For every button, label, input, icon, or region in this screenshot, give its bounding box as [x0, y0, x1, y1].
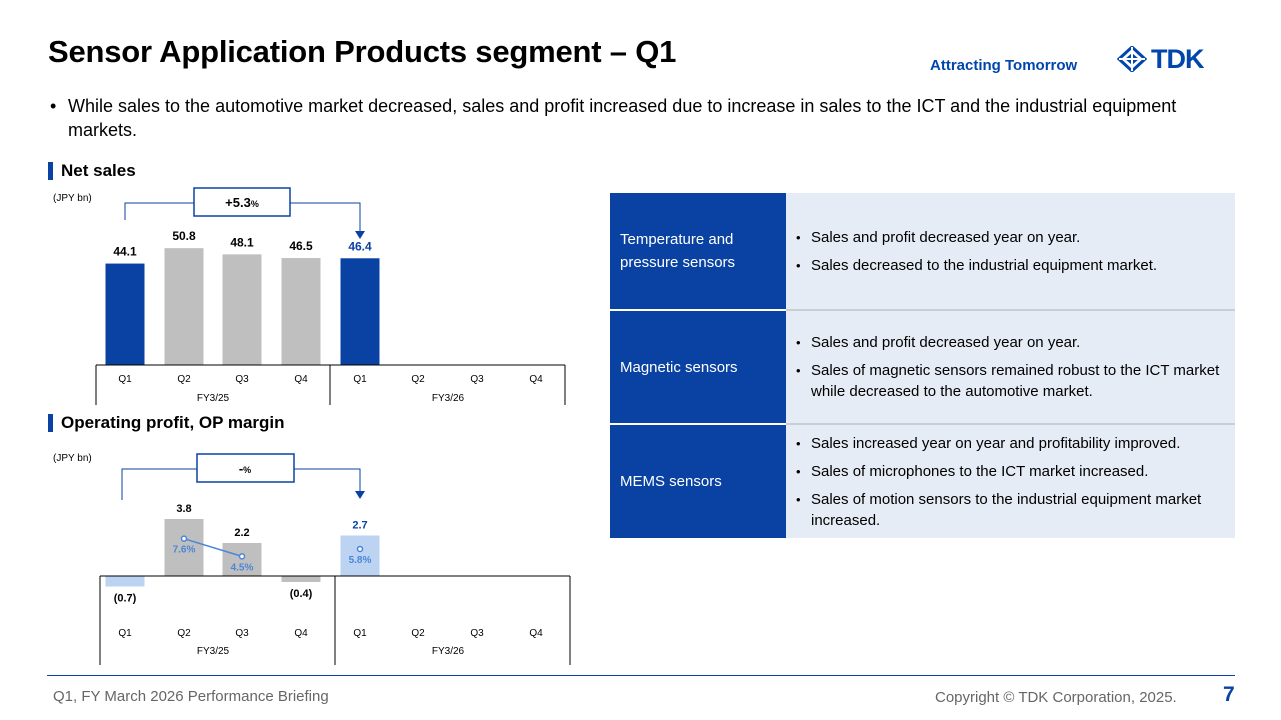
- bar: [222, 254, 262, 365]
- op-title: Operating profit, OP margin: [61, 413, 285, 432]
- data-label: 50.8: [172, 229, 196, 243]
- change-value: -: [239, 461, 243, 476]
- data-label: 2.2: [234, 527, 249, 539]
- segment-point: Sales and profit decreased year on year.: [796, 332, 1221, 353]
- segment-table: Temperature and pressure sensors Sales a…: [610, 193, 1235, 538]
- tdk-logo-icon: [1117, 46, 1147, 72]
- segment-name: MEMS sensors: [610, 424, 786, 538]
- tick-label: Q2: [177, 628, 191, 639]
- margin-marker: [180, 535, 188, 542]
- tick-label: Q1: [353, 628, 367, 639]
- segment-point: Sales of motion sensors to the industria…: [796, 489, 1221, 531]
- net-sales-chart: 44.1 50.8 48.1 46.5 46.4 Q1 Q2 Q3 Q4 Q1 Q2 Q3 Q4 FY3/…: [95, 187, 566, 405]
- change-label: -%: [239, 461, 251, 476]
- segment-point: Sales and profit decreased year on year.: [796, 227, 1221, 248]
- tick-label: Q3: [235, 374, 249, 385]
- change-connector: [294, 468, 361, 493]
- bullet-dot: •: [50, 96, 57, 116]
- tick-label: Q3: [470, 374, 484, 385]
- group-label: FY3/26: [432, 393, 465, 404]
- change-unit: %: [251, 199, 259, 209]
- heading-marker: [48, 162, 53, 180]
- segment-point: Sales of magnetic sensors remained robus…: [796, 360, 1221, 402]
- tdk-logo: TDK: [1117, 44, 1204, 74]
- tick-label: Q2: [411, 374, 425, 385]
- tick-label: Q4: [294, 628, 308, 639]
- bar: [164, 519, 204, 576]
- bar: [281, 576, 321, 582]
- tick-label: Q1: [118, 374, 132, 385]
- margin-label: 5.8%: [349, 555, 372, 566]
- segment-row: Magnetic sensors Sales and profit decrea…: [610, 310, 1235, 425]
- data-label: 48.1: [230, 235, 254, 249]
- change-connector: [121, 468, 197, 500]
- data-label: 2.7: [352, 520, 367, 532]
- bar: [340, 535, 380, 576]
- tick-label: Q2: [177, 374, 191, 385]
- net-sales-unit: (JPY bn): [53, 193, 92, 204]
- tagline: Attracting Tomorrow: [930, 57, 1078, 74]
- data-label: 44.1: [113, 245, 137, 259]
- net-sales-title: Net sales: [61, 161, 136, 180]
- change-unit: %: [243, 465, 251, 475]
- data-label: 46.5: [289, 239, 313, 253]
- tick-label: Q3: [470, 628, 484, 639]
- footer-copyright: Copyright © TDK Corporation, 2025.: [935, 689, 1177, 706]
- heading-marker: [48, 414, 53, 432]
- tick-label: Q4: [294, 374, 308, 385]
- segment-desc: Sales increased year on year and profita…: [786, 424, 1235, 538]
- page-number: 7: [1223, 683, 1235, 706]
- summary-text: While sales to the automotive market dec…: [68, 96, 1177, 140]
- op-heading: Operating profit, OP margin: [48, 413, 285, 433]
- summary-bullet: • While sales to the automotive market d…: [50, 94, 1230, 142]
- segment-row: Temperature and pressure sensors Sales a…: [610, 193, 1235, 311]
- segment-name: Temperature and pressure sensors: [610, 193, 786, 311]
- segment-desc: Sales and profit decreased year on year.…: [786, 193, 1235, 311]
- change-label: +5.3%: [225, 195, 259, 210]
- margin-label: 4.5%: [231, 562, 254, 573]
- tick-label: Q4: [529, 374, 543, 385]
- op-chart: (0.7) 3.8 2.2 (0.4) 2.7 7.6% 4.5% 5.8% Q1 Q2 Q3 Q4 Q…: [99, 453, 571, 665]
- group-label: FY3/26: [432, 646, 465, 657]
- change-connector: [124, 202, 194, 220]
- data-label: 46.4: [348, 239, 372, 253]
- footer-briefing: Q1, FY March 2026 Performance Briefing: [53, 688, 329, 705]
- tick-label: Q4: [529, 628, 543, 639]
- data-label: 3.8: [176, 503, 191, 515]
- margin-marker: [356, 545, 364, 553]
- bar: [281, 258, 321, 365]
- bar: [105, 576, 145, 587]
- footer-divider: [47, 675, 1235, 676]
- op-unit: (JPY bn): [53, 453, 92, 464]
- margin-marker: [238, 553, 246, 560]
- change-value: +5.3: [225, 195, 251, 210]
- change-connector: [290, 202, 361, 233]
- margin-label: 7.6%: [173, 545, 196, 556]
- arrow-head: [355, 231, 365, 239]
- tick-label: Q2: [411, 628, 425, 639]
- arrow-head: [355, 491, 365, 499]
- segment-desc: Sales and profit decreased year on year.…: [786, 310, 1235, 425]
- net-sales-heading: Net sales: [48, 161, 136, 181]
- logo-text: TDK: [1151, 44, 1204, 74]
- segment-point: Sales increased year on year and profita…: [796, 433, 1221, 454]
- margin-line: [183, 537, 243, 558]
- segment-point: Sales of microphones to the ICT market i…: [796, 461, 1221, 482]
- tick-label: Q1: [353, 374, 367, 385]
- page-title: Sensor Application Products segment – Q1: [48, 34, 677, 69]
- segment-point: Sales decreased to the industrial equipm…: [796, 255, 1221, 276]
- change-box: [196, 453, 295, 483]
- segment-row: MEMS sensors Sales increased year on yea…: [610, 424, 1235, 538]
- tick-label: Q3: [235, 628, 249, 639]
- data-label: (0.4): [290, 588, 313, 600]
- segment-name: Magnetic sensors: [610, 310, 786, 425]
- group-label: FY3/25: [197, 393, 230, 404]
- change-box: [193, 187, 291, 217]
- bar: [164, 248, 204, 365]
- group-label: FY3/25: [197, 646, 230, 657]
- tick-label: Q1: [118, 628, 132, 639]
- data-label: (0.7): [114, 593, 137, 605]
- bar: [105, 263, 145, 365]
- bar: [340, 258, 380, 365]
